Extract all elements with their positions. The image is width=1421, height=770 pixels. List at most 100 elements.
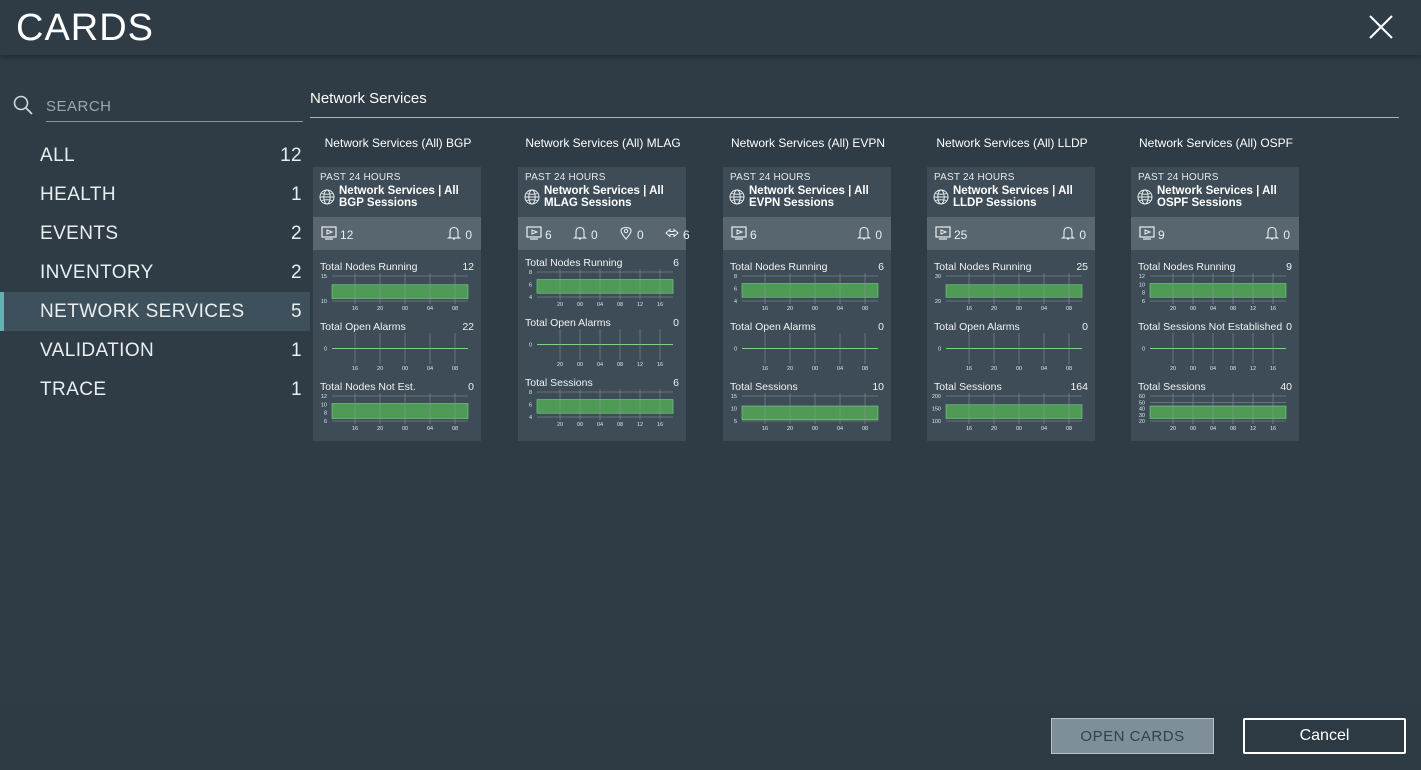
sidebar-item-trace[interactable]: TRACE 1 xyxy=(0,370,310,409)
card-preview[interactable]: PAST 24 HOURS Network Services | All OSPF … xyxy=(1131,167,1299,441)
x-tick-label: 20 xyxy=(787,366,793,372)
search-icon xyxy=(13,95,33,115)
header: CARDS xyxy=(0,0,1421,55)
sidebar-item-all[interactable]: ALL 12 xyxy=(0,136,310,175)
sidebar-item-network-services[interactable]: NETWORK SERVICES 5 xyxy=(0,292,310,331)
section-title: Network Services xyxy=(310,90,1399,118)
category-list: ALL 12 HEALTH 1 EVENTS 2 INVENTORY 2 NETWORK SER… xyxy=(0,136,310,409)
metric-label: Total Nodes Running xyxy=(934,261,1032,273)
stat-device: 9 xyxy=(1139,226,1165,243)
x-tick-label: 00 xyxy=(1016,366,1022,372)
card-name: Network Services (All) LLDP xyxy=(936,136,1088,150)
sidebar-item-health[interactable]: HEALTH 1 xyxy=(0,175,310,214)
metric-label: Total Nodes Running xyxy=(525,257,623,269)
metric-label: Total Open Alarms xyxy=(730,321,816,333)
globe-icon xyxy=(524,189,540,205)
x-tick-label: 08 xyxy=(1230,426,1236,432)
x-tick-label: 04 xyxy=(837,306,843,312)
stat-bell: 0 xyxy=(856,226,882,243)
y-tick-label: 6 xyxy=(734,287,737,293)
card-title: Network Services | All MLAG Sessions xyxy=(544,185,684,209)
stat-value: 6 xyxy=(750,227,757,242)
metric-value: 12 xyxy=(462,261,474,273)
globe-icon xyxy=(729,189,745,205)
x-tick-label: 20 xyxy=(991,306,997,312)
sidebar-item-count: 2 xyxy=(291,222,302,244)
sparkline-chart: 0 16 20 00 04 08 xyxy=(734,333,878,372)
metric-value: 9 xyxy=(1286,261,1292,273)
x-tick-label: 04 xyxy=(837,366,843,372)
open-cards-button[interactable]: OPEN CARDS xyxy=(1051,718,1214,754)
y-tick-label: 6 xyxy=(1142,299,1145,305)
x-tick-label: 00 xyxy=(812,366,818,372)
sparkline-chart: 30 20 16 20 00 04 08 xyxy=(935,273,1083,312)
x-tick-label: 00 xyxy=(577,302,583,308)
sidebar-item-label: TRACE xyxy=(40,378,107,400)
page-title: CARDS xyxy=(16,7,155,49)
sidebar-item-events[interactable]: EVENTS 2 xyxy=(0,214,310,253)
close-icon[interactable] xyxy=(1366,12,1396,42)
y-tick-label: 50 xyxy=(1139,400,1145,406)
x-tick-label: 16 xyxy=(352,426,358,432)
range-band xyxy=(741,283,879,298)
card-title-line: Network Services | All xyxy=(544,185,664,197)
metric-label: Total Open Alarms xyxy=(934,321,1020,333)
x-tick-label: 08 xyxy=(452,306,458,312)
x-tick-label: 04 xyxy=(427,426,433,432)
x-tick-label: 20 xyxy=(1170,366,1176,372)
x-tick-label: 20 xyxy=(1170,306,1176,312)
sidebar-item-inventory[interactable]: INVENTORY 2 xyxy=(0,253,310,292)
sidebar-item-validation[interactable]: VALIDATION 1 xyxy=(0,331,310,370)
y-tick-label: 4 xyxy=(734,299,737,305)
stat-value: 6 xyxy=(545,227,552,242)
y-tick-label: 6 xyxy=(324,419,327,425)
card-preview[interactable]: PAST 24 HOURS Network Services | All LLDP … xyxy=(927,167,1095,441)
x-tick-label: 04 xyxy=(427,306,433,312)
stat-value: 9 xyxy=(1158,227,1165,242)
y-tick-label: 12 xyxy=(321,394,327,400)
stat-device: 6 xyxy=(526,226,552,243)
card-name: Network Services (All) EVPN xyxy=(730,136,886,150)
card-preview[interactable]: PAST 24 HOURS Network Services | All BGP S… xyxy=(313,167,481,441)
x-tick-label: 20 xyxy=(377,426,383,432)
card-title-line: LLDP Sessions xyxy=(953,197,1037,209)
metric-value: 6 xyxy=(673,377,679,389)
x-tick-label: 16 xyxy=(1270,366,1276,372)
x-tick-label: 12 xyxy=(1250,426,1256,432)
card-title-line: Network Services | All xyxy=(749,185,869,197)
stat-bell: 0 xyxy=(1060,226,1086,243)
x-tick-label: 08 xyxy=(617,302,623,308)
x-tick-label: 00 xyxy=(402,366,408,372)
x-tick-label: 20 xyxy=(991,426,997,432)
range-band xyxy=(536,279,674,294)
y-tick-label: 6 xyxy=(529,403,532,409)
cancel-button[interactable]: Cancel xyxy=(1243,718,1406,754)
y-tick-label: 8 xyxy=(1142,291,1145,297)
metric-value: 0 xyxy=(1286,321,1292,333)
metric-value: 22 xyxy=(462,321,474,333)
globe-icon xyxy=(319,189,335,205)
card-preview[interactable]: PAST 24 HOURS Network Services | All EVPN … xyxy=(723,167,891,441)
metric-value: 10 xyxy=(872,381,884,393)
x-tick-label: 08 xyxy=(452,366,458,372)
stat-value: 6 xyxy=(683,227,690,242)
x-tick-label: 16 xyxy=(1270,426,1276,432)
x-tick-label: 12 xyxy=(637,302,643,308)
card-period: PAST 24 HOURS xyxy=(730,172,811,183)
y-tick-label: 6 xyxy=(529,283,532,289)
x-tick-label: 04 xyxy=(597,302,603,308)
sidebar-item-label: NETWORK SERVICES xyxy=(40,300,245,322)
metric-value: 6 xyxy=(878,261,884,273)
stat-value: 12 xyxy=(340,227,354,242)
y-tick-label: 4 xyxy=(529,415,532,421)
card-preview[interactable]: PAST 24 HOURS Network Services | All MLAG … xyxy=(518,167,690,441)
x-tick-label: 12 xyxy=(1250,306,1256,312)
card-title: Network Services | All BGP Sessions xyxy=(339,185,479,209)
search-input[interactable] xyxy=(46,92,303,122)
sparkline-chart: 15 10 16 20 00 04 08 xyxy=(321,273,469,312)
x-tick-label: 08 xyxy=(1066,426,1072,432)
sidebar-item-label: INVENTORY xyxy=(40,261,154,283)
sidebar-item-label: EVENTS xyxy=(40,222,119,244)
x-tick-label: 20 xyxy=(557,422,563,428)
x-tick-label: 16 xyxy=(762,366,768,372)
